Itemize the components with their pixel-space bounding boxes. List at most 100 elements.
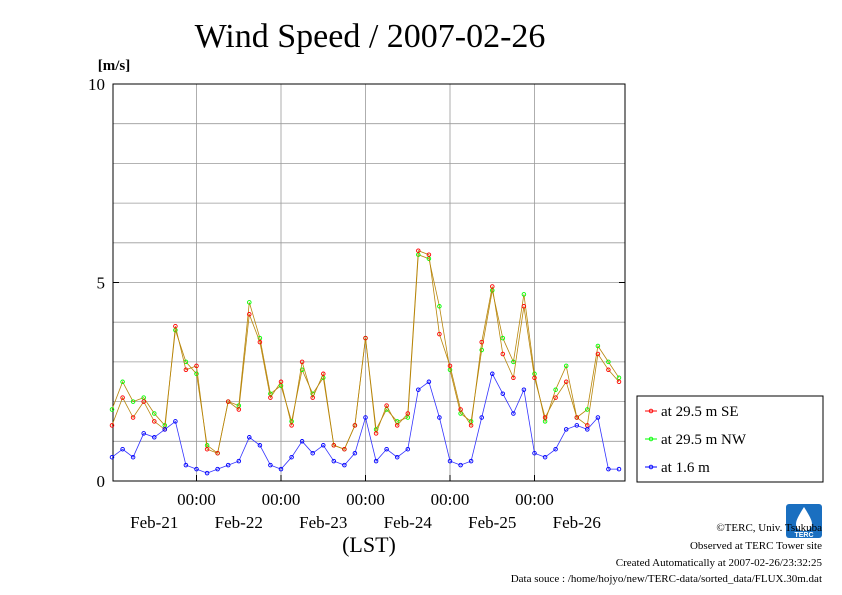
series-line (111, 250, 620, 454)
data-point (268, 395, 273, 400)
legend-label: at 1.6 m (661, 460, 710, 476)
legend-label: at 29.5 m NW (661, 432, 747, 448)
legend-marker (648, 464, 654, 470)
credit-copyright: ©TERC, Univ. Tsukuba (716, 522, 822, 534)
data-point (331, 443, 337, 448)
data-point (173, 323, 178, 329)
data-point (595, 415, 601, 420)
data-point (490, 371, 495, 377)
data-point (331, 458, 337, 464)
data-point (247, 300, 252, 305)
data-point (479, 415, 484, 420)
data-point (342, 446, 347, 452)
data-point (194, 466, 199, 472)
data-point (447, 363, 453, 369)
legend-marker (648, 408, 654, 414)
data-point (458, 462, 463, 468)
data-point (310, 395, 315, 400)
data-point (257, 339, 263, 345)
data-point (532, 375, 537, 381)
data-point (141, 431, 146, 436)
data-point (405, 446, 411, 452)
data-point (479, 339, 484, 345)
y-axis-unit: [m/s] (98, 58, 131, 74)
legend: at 29.5 m SE at 29.5 m NW at 1.6 m (636, 395, 824, 483)
data-point (183, 367, 189, 373)
data-point (542, 415, 548, 420)
data-point (500, 335, 506, 341)
x-tick-time-label: 00:00 (515, 490, 554, 509)
data-point (278, 466, 284, 472)
data-point (616, 379, 622, 385)
data-point (426, 379, 432, 385)
data-point (563, 379, 569, 385)
data-point (542, 454, 548, 460)
data-point (394, 423, 400, 428)
x-tick-time-label: 00:00 (262, 490, 301, 509)
x-tick-date-label: Feb-23 (299, 513, 347, 532)
data-point (247, 435, 252, 440)
data-point (109, 423, 115, 428)
data-point (183, 462, 189, 468)
series-layer (109, 248, 622, 476)
data-point (120, 379, 125, 385)
data-point (310, 450, 315, 456)
data-point (225, 399, 231, 404)
data-point (616, 466, 622, 472)
y-tick-label: 10 (88, 75, 105, 94)
y-tick-label: 0 (97, 472, 106, 491)
data-point (120, 395, 125, 400)
data-point (437, 331, 442, 337)
water-drop-icon (796, 507, 812, 531)
data-point (563, 427, 569, 432)
data-point (468, 458, 474, 464)
data-point (426, 252, 432, 257)
legend-label: at 29.5 m SE (661, 404, 739, 420)
credit-created: Created Automatically at 2007-02-26/23:3… (616, 557, 823, 569)
data-point (130, 399, 136, 404)
data-point (130, 415, 136, 420)
data-point (532, 450, 537, 456)
terc-logo: TERC (786, 504, 822, 539)
legend-marker (648, 436, 654, 442)
data-point (394, 454, 400, 460)
data-point (500, 391, 506, 396)
x-tick-date-label: Feb-22 (215, 513, 263, 532)
credit-source: Data souce : /home/hojyo/new/TERC-data/s… (511, 573, 822, 585)
y-tick-label: 5 (97, 274, 106, 293)
data-point (574, 415, 580, 420)
legend-box (636, 395, 824, 483)
data-point (299, 359, 305, 365)
data-point (236, 407, 242, 412)
data-point (416, 387, 421, 392)
data-point (511, 411, 516, 416)
data-point (204, 470, 210, 476)
data-point (363, 335, 368, 341)
data-point (194, 371, 199, 377)
data-point (553, 395, 558, 400)
data-point (352, 423, 358, 428)
x-tick-date-label: Feb-26 (553, 513, 601, 532)
data-point (299, 439, 305, 444)
data-point (215, 466, 220, 472)
data-point (363, 415, 368, 420)
data-point (511, 359, 516, 365)
data-point (289, 423, 294, 428)
data-point (236, 458, 242, 464)
data-point (373, 431, 379, 436)
x-tick-time-label: 00:00 (346, 490, 385, 509)
data-point (225, 462, 231, 468)
chart-title: Wind Speed / 2007-02-26 (195, 18, 546, 55)
x-tick-date-label: Feb-25 (468, 513, 516, 532)
data-point (416, 248, 421, 253)
data-point (595, 351, 601, 357)
data-point (585, 427, 590, 432)
data-point (405, 411, 411, 416)
x-tick-time-label: 00:00 (177, 490, 216, 509)
data-point (278, 379, 284, 385)
data-point (437, 304, 442, 309)
data-point (120, 446, 125, 452)
data-point (437, 415, 442, 420)
data-point (141, 399, 146, 404)
